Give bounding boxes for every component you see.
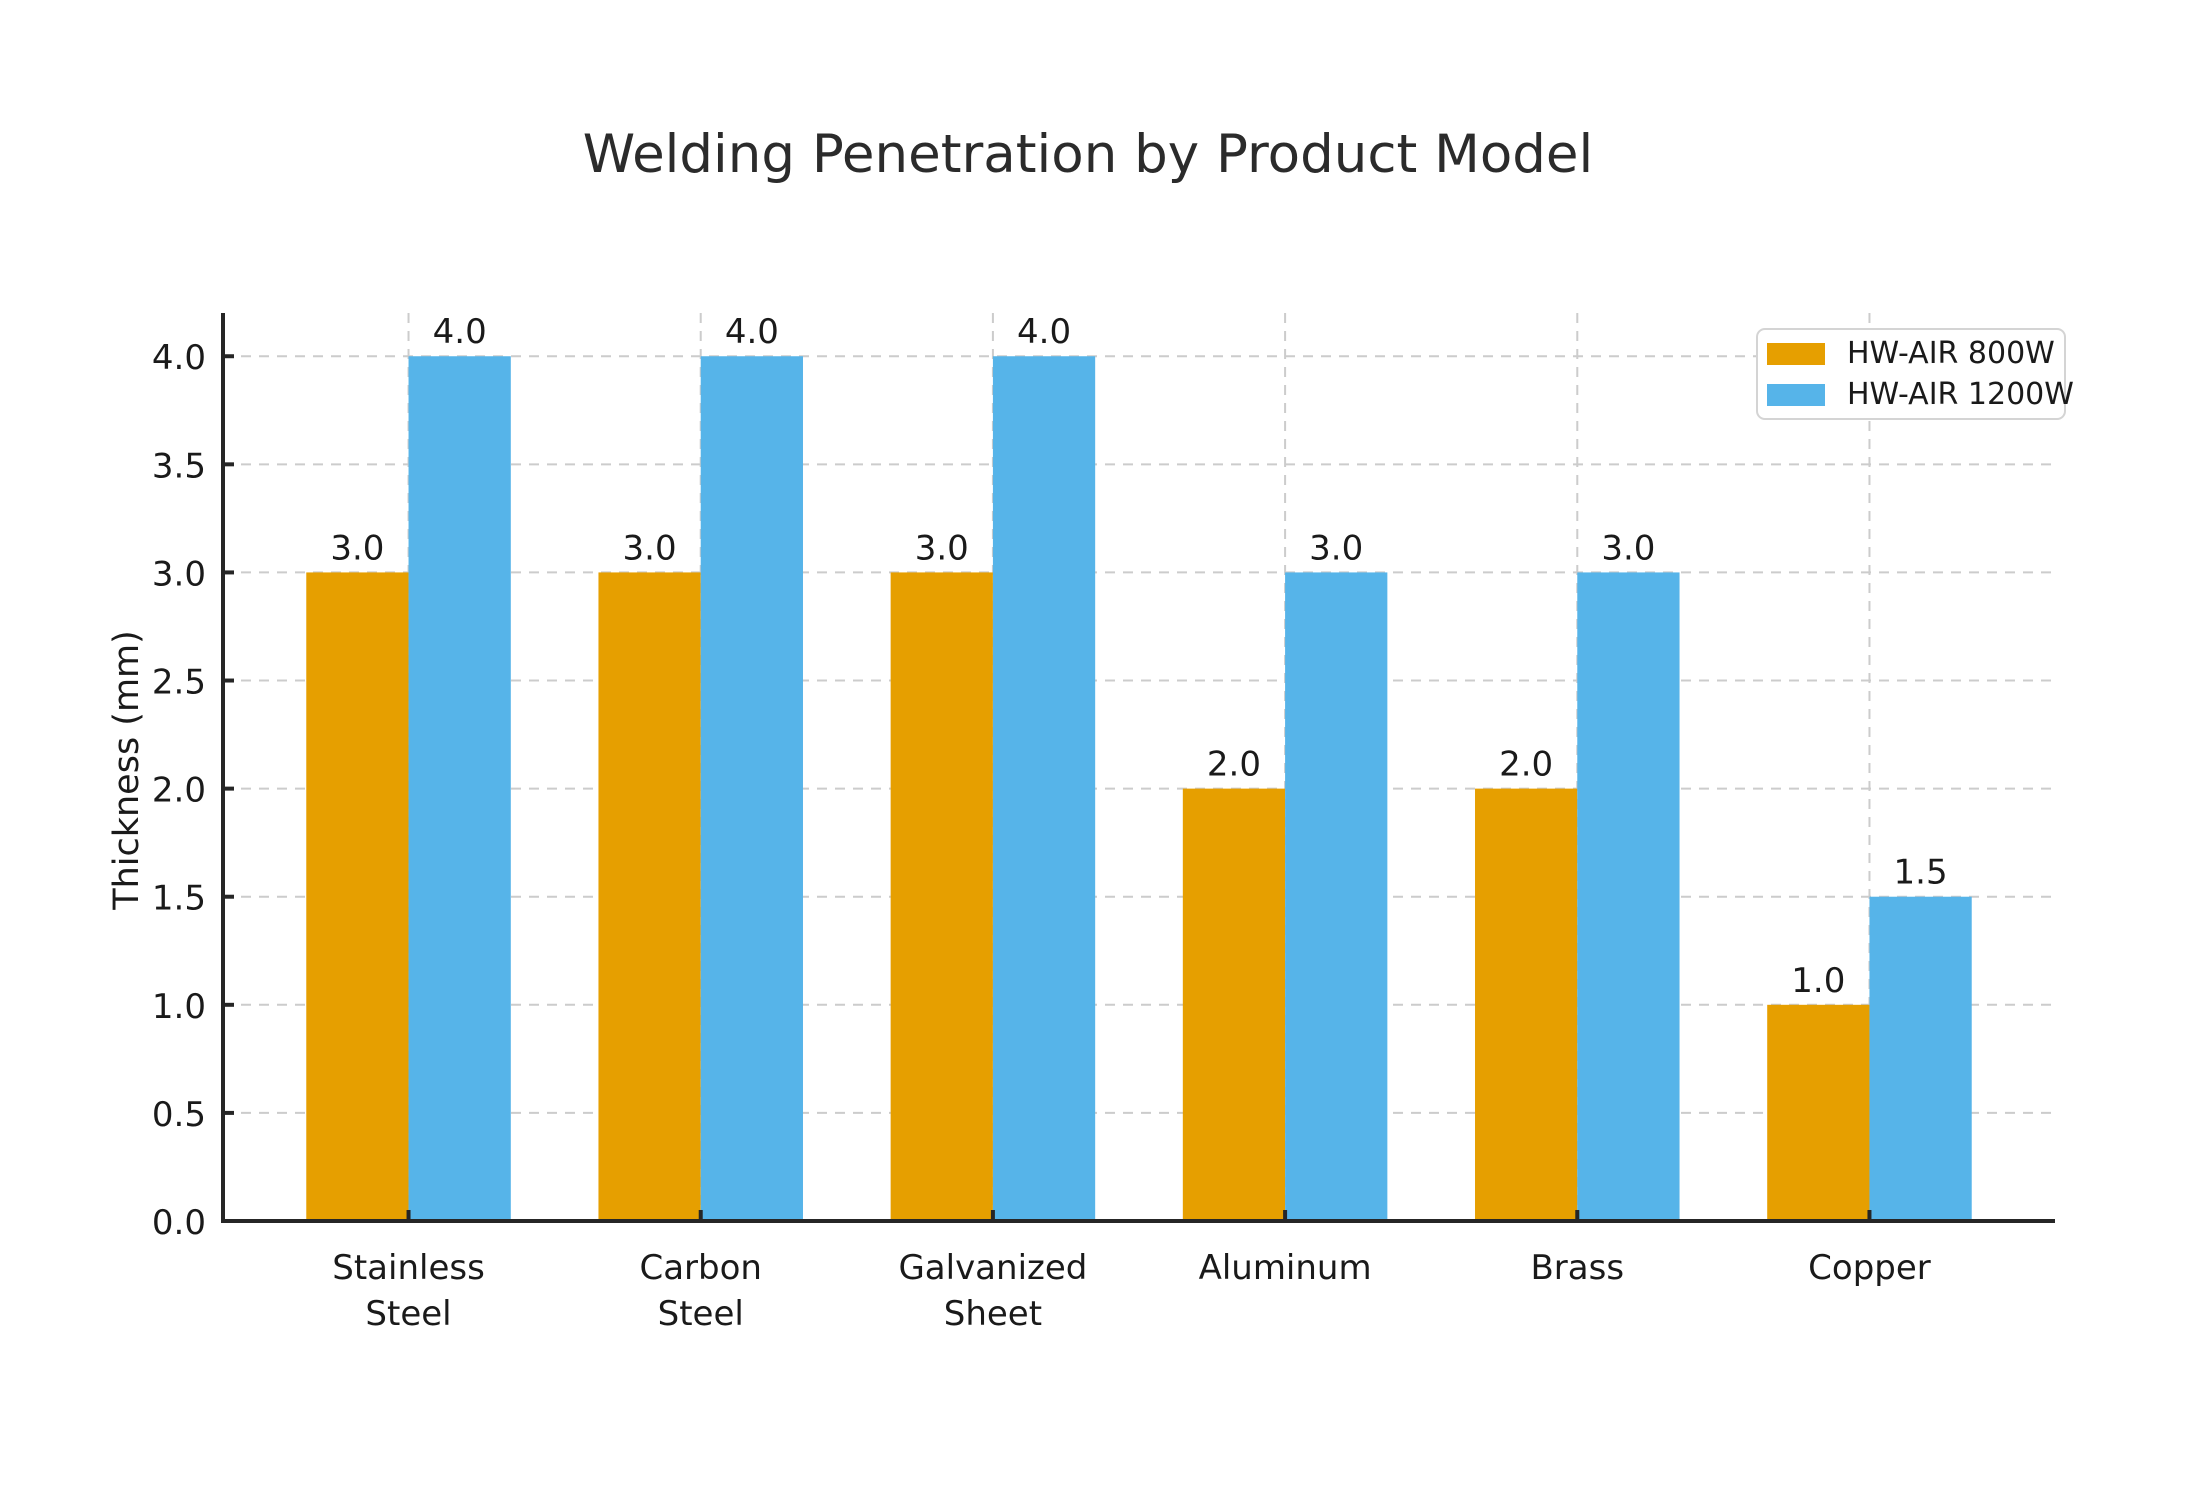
bar-value-label: 4.0 xyxy=(725,312,779,352)
bar xyxy=(408,356,511,1221)
bar-value-label: 2.0 xyxy=(1207,745,1261,785)
x-category-label: Brass xyxy=(1530,1248,1624,1288)
x-category-label: Galvanized xyxy=(898,1248,1087,1288)
bar xyxy=(1767,1004,1870,1221)
legend-swatch-hw-air-800w xyxy=(1767,342,1825,365)
bar xyxy=(1869,896,1972,1221)
x-category-label: Copper xyxy=(1808,1248,1931,1288)
legend-item: HW-AIR 800W xyxy=(1767,338,2064,368)
bar xyxy=(1285,572,1388,1221)
bar xyxy=(598,572,701,1221)
bar-value-label: 3.0 xyxy=(1601,528,1655,568)
bar xyxy=(306,572,409,1221)
y-tick-label: 1.0 xyxy=(152,987,206,1027)
bar-value-label: 2.0 xyxy=(1499,745,1553,785)
x-category-label: Aluminum xyxy=(1199,1248,1372,1288)
bar xyxy=(1475,788,1578,1221)
y-tick-label: 3.5 xyxy=(152,446,206,486)
bar-value-label: 3.0 xyxy=(623,528,677,568)
bar-value-label: 3.0 xyxy=(330,528,384,568)
bar xyxy=(1577,572,1680,1221)
bar xyxy=(890,572,993,1221)
x-category-label: Sheet xyxy=(944,1294,1042,1334)
bar xyxy=(992,356,1096,1221)
bar-value-label: 4.0 xyxy=(1017,312,1071,352)
y-tick-label: 1.5 xyxy=(152,879,206,919)
x-category-label: Stainless xyxy=(332,1248,485,1288)
bar-value-label: 4.0 xyxy=(433,312,487,352)
x-category-label: Steel xyxy=(365,1294,451,1334)
legend-item: HW-AIR 1200W xyxy=(1767,379,2074,409)
bar-value-label: 3.0 xyxy=(1309,528,1363,568)
bar-value-label: 3.0 xyxy=(915,528,969,568)
legend-label: HW-AIR 1200W xyxy=(1847,376,2074,412)
y-tick-label: 4.0 xyxy=(152,338,206,378)
legend-swatch-hw-air-1200w xyxy=(1767,383,1825,406)
y-tick-label: 0.0 xyxy=(152,1203,206,1243)
chart-title: Welding Penetration by Product Model xyxy=(582,124,1594,185)
y-tick-label: 0.5 xyxy=(152,1095,206,1135)
bar-value-label: 1.5 xyxy=(1894,853,1948,893)
legend: HW-AIR 800W HW-AIR 1200W xyxy=(1756,328,2074,420)
bar xyxy=(1182,788,1286,1221)
x-category-label: Carbon xyxy=(639,1248,762,1288)
y-tick-label: 3.0 xyxy=(152,554,206,594)
bar xyxy=(700,356,803,1221)
y-tick-label: 2.0 xyxy=(152,771,206,811)
x-category-label: Steel xyxy=(658,1294,744,1334)
legend-label: HW-AIR 800W xyxy=(1847,335,2055,371)
bar-value-label: 1.0 xyxy=(1791,961,1845,1001)
y-tick-label: 2.5 xyxy=(152,663,206,703)
